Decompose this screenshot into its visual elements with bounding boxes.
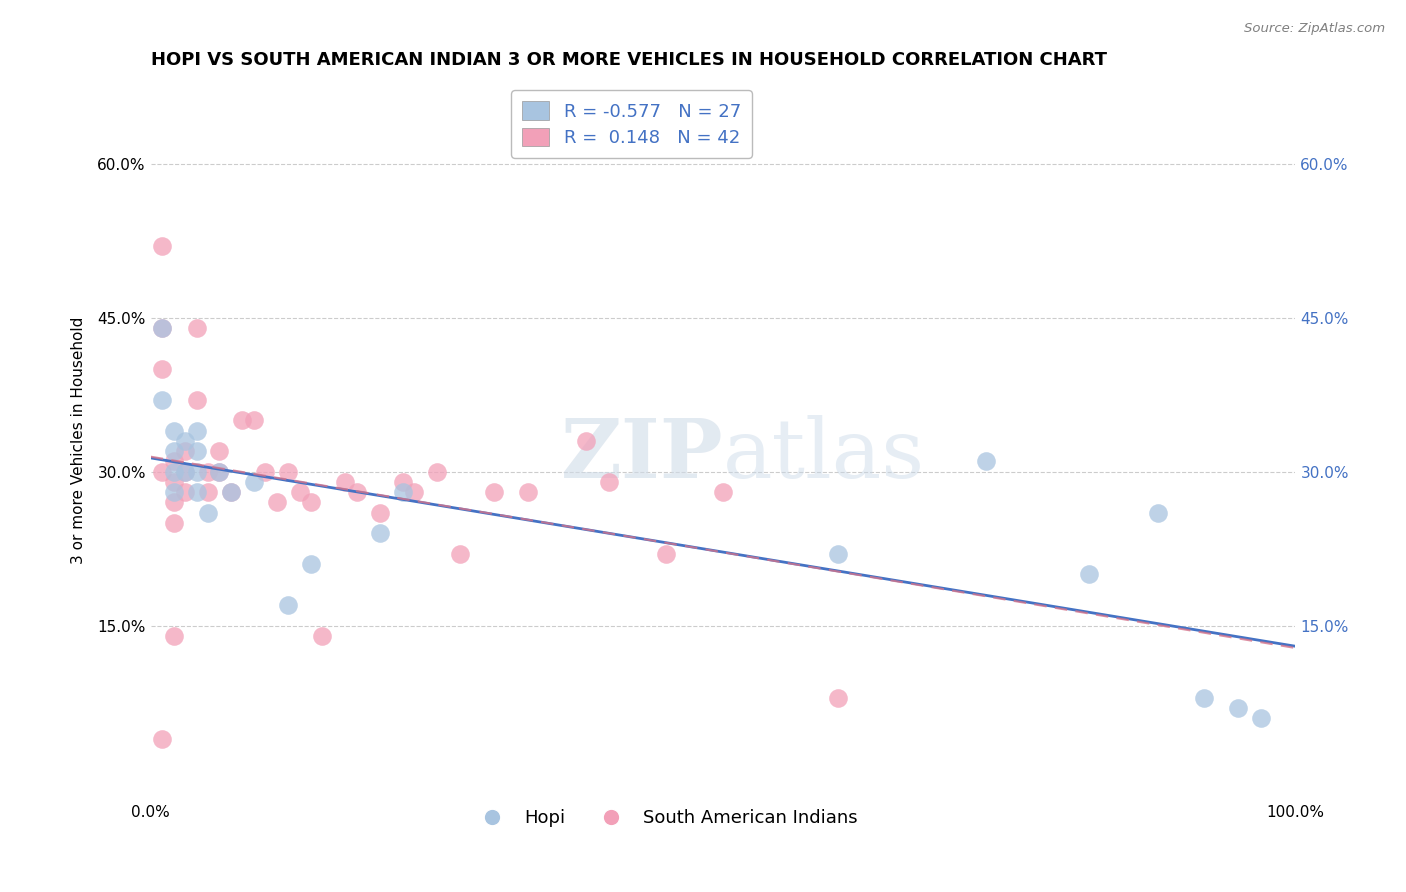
Point — [150, 392, 173, 407]
Point — [426, 465, 449, 479]
Point — [598, 475, 620, 489]
Point — [827, 690, 849, 705]
Point — [482, 485, 505, 500]
Point — [174, 485, 197, 500]
Point — [976, 454, 998, 468]
Point — [150, 238, 173, 252]
Point — [711, 485, 734, 500]
Point — [231, 413, 253, 427]
Point — [1250, 711, 1272, 725]
Point — [1227, 700, 1250, 714]
Point — [655, 547, 678, 561]
Point — [162, 485, 184, 500]
Point — [402, 485, 425, 500]
Text: ZIP: ZIP — [561, 415, 723, 495]
Point — [1147, 506, 1170, 520]
Point — [346, 485, 368, 500]
Point — [197, 506, 219, 520]
Point — [254, 465, 277, 479]
Point — [186, 321, 208, 335]
Point — [242, 475, 264, 489]
Point — [186, 424, 208, 438]
Point — [186, 392, 208, 407]
Point — [174, 465, 197, 479]
Point — [266, 495, 288, 509]
Point — [162, 475, 184, 489]
Point — [162, 424, 184, 438]
Point — [391, 485, 413, 500]
Point — [162, 465, 184, 479]
Point — [150, 321, 173, 335]
Point — [827, 547, 849, 561]
Point — [1078, 567, 1101, 582]
Point — [288, 485, 311, 500]
Point — [517, 485, 540, 500]
Point — [277, 465, 299, 479]
Point — [162, 444, 184, 458]
Point — [242, 413, 264, 427]
Point — [174, 465, 197, 479]
Point — [311, 629, 333, 643]
Point — [150, 731, 173, 746]
Point — [368, 526, 391, 541]
Point — [208, 444, 231, 458]
Point — [150, 362, 173, 376]
Point — [219, 485, 242, 500]
Point — [162, 495, 184, 509]
Point — [449, 547, 471, 561]
Text: atlas: atlas — [723, 415, 925, 495]
Point — [150, 321, 173, 335]
Point — [197, 465, 219, 479]
Point — [1192, 690, 1215, 705]
Point — [174, 434, 197, 448]
Legend: Hopi, South American Indians: Hopi, South American Indians — [467, 802, 865, 834]
Point — [150, 465, 173, 479]
Point — [219, 485, 242, 500]
Text: HOPI VS SOUTH AMERICAN INDIAN 3 OR MORE VEHICLES IN HOUSEHOLD CORRELATION CHART: HOPI VS SOUTH AMERICAN INDIAN 3 OR MORE … — [150, 51, 1107, 69]
Point — [335, 475, 357, 489]
Point — [186, 444, 208, 458]
Point — [162, 629, 184, 643]
Y-axis label: 3 or more Vehicles in Household: 3 or more Vehicles in Household — [72, 317, 86, 565]
Text: Source: ZipAtlas.com: Source: ZipAtlas.com — [1244, 22, 1385, 36]
Point — [162, 454, 184, 468]
Point — [208, 465, 231, 479]
Point — [197, 485, 219, 500]
Point — [277, 598, 299, 612]
Point — [186, 465, 208, 479]
Point — [186, 485, 208, 500]
Point — [391, 475, 413, 489]
Point — [575, 434, 598, 448]
Point — [174, 444, 197, 458]
Point — [299, 495, 322, 509]
Point — [368, 506, 391, 520]
Point — [299, 557, 322, 571]
Point — [208, 465, 231, 479]
Point — [162, 516, 184, 530]
